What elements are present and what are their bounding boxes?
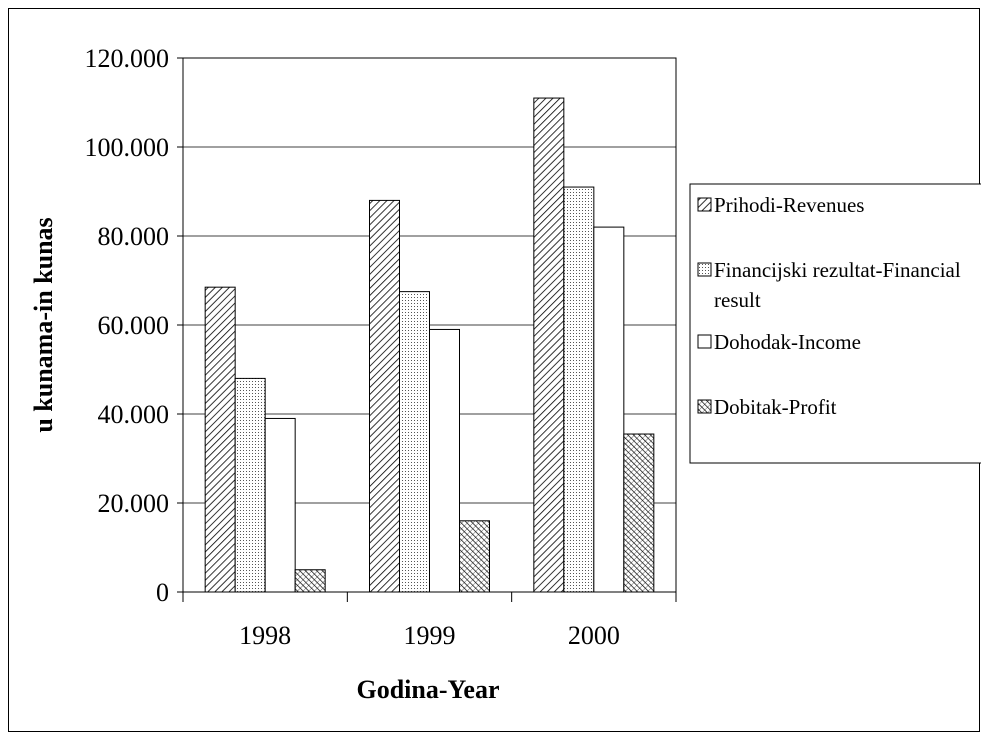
bar-prihodi-1998 xyxy=(204,286,236,593)
y-tick-label: 40.000 xyxy=(98,400,170,429)
bar-financijski rezultat-1998 xyxy=(234,377,266,593)
x-axis-title: Godina-Year xyxy=(357,675,500,704)
bar-dobitak-2000 xyxy=(623,433,655,593)
legend-swatch xyxy=(697,399,712,414)
bar-dohodak-2000 xyxy=(593,226,625,593)
bar-financijski rezultat-1999 xyxy=(399,291,430,593)
bar-dohodak-1999 xyxy=(429,328,460,593)
legend-swatch xyxy=(697,197,712,212)
y-tick-label: 120.000 xyxy=(85,44,170,73)
y-tick-label: 100.000 xyxy=(85,133,170,162)
x-tick-label: 2000 xyxy=(568,621,620,650)
y-tick-label: 80.000 xyxy=(98,222,170,251)
legend-label: Financijski rezultat-Financial xyxy=(714,258,961,282)
bar-prihodi-2000 xyxy=(533,97,565,593)
bar-dohodak-1998 xyxy=(264,417,296,593)
legend-label: result xyxy=(714,288,761,312)
bar-prihodi-1999 xyxy=(369,199,400,593)
legend-box xyxy=(689,183,981,464)
bar-dobitak-1998 xyxy=(294,569,326,593)
y-axis-title: u kunama-in kunas xyxy=(29,217,58,432)
y-tick-label: 0 xyxy=(156,578,169,607)
y-tick-label: 20.000 xyxy=(98,489,170,518)
bar-dobitak-1999 xyxy=(459,520,490,593)
y-tick-label: 60.000 xyxy=(98,311,170,340)
x-tick-label: 1998 xyxy=(239,621,291,650)
x-tick-label: 1999 xyxy=(404,621,456,650)
bar-financijski rezultat-2000 xyxy=(563,186,595,593)
legend-swatch xyxy=(697,334,712,349)
plot-area: 0 20.000 40.000 60.000 80.000 100.000 120.000 1… xyxy=(85,44,677,650)
legend-label: Dobitak-Profit xyxy=(714,395,837,419)
legend-label: Dohodak-Income xyxy=(714,330,861,354)
legend-swatch xyxy=(697,262,712,277)
legend: Prihodi-Revenues Financijski rezultat-Fin… xyxy=(689,183,981,464)
legend-label: Prihodi-Revenues xyxy=(714,193,864,217)
